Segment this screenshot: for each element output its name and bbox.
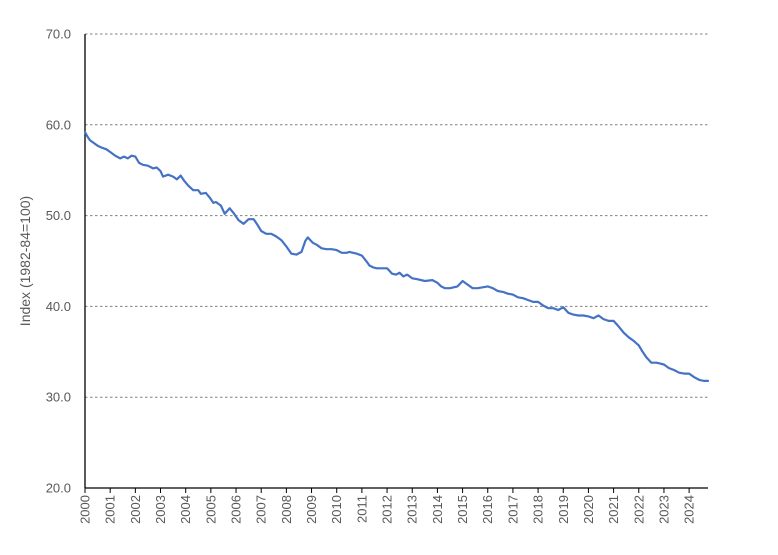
x-tick-label: 2007 [254, 495, 269, 524]
x-tick-label: 2019 [556, 495, 571, 524]
y-tick-label: 60.0 [46, 117, 71, 132]
x-tick-label: 2002 [128, 495, 143, 524]
x-tick-label: 2001 [103, 495, 118, 524]
gridlines [85, 33, 708, 398]
y-tick-label: 20.0 [46, 481, 71, 496]
x-tick-label: 2003 [153, 495, 168, 524]
x-tick-label: 2010 [329, 495, 344, 524]
y-tick-label: 50.0 [46, 208, 71, 223]
y-axis-ticks: 20.0 30.0 40.0 50.0 60.0 70.0 [46, 27, 71, 496]
y-tick-label: 70.0 [46, 27, 71, 42]
x-tick-label: 2017 [505, 495, 520, 524]
y-axis-title: Index (1982-84=100) [17, 196, 33, 326]
x-tick-label: 2022 [631, 495, 646, 524]
x-tick-label: 2006 [229, 495, 244, 524]
x-tick-label: 2012 [380, 495, 395, 524]
x-tick-label: 2023 [656, 495, 671, 524]
y-tick-label: 40.0 [46, 299, 71, 314]
y-tick-label: 30.0 [46, 390, 71, 405]
x-tick-label: 2005 [203, 495, 218, 524]
x-tick-label: 2020 [581, 495, 596, 524]
x-tick-label: 2018 [531, 495, 546, 524]
x-tick-label: 2004 [178, 495, 193, 524]
x-tick-label: 2013 [405, 495, 420, 524]
x-tick-label: 2009 [304, 495, 319, 524]
x-tick-label: 2015 [455, 495, 470, 524]
x-tick-label: 2016 [480, 495, 495, 524]
x-tick-label: 2008 [279, 495, 294, 524]
x-tick-label: 2000 [78, 495, 93, 524]
x-axis-ticks: 2000 2001 2002 2003 2004 2005 2006 2007 2008 2009… [78, 488, 697, 524]
x-tick-label: 2011 [354, 495, 369, 523]
x-tick-label: 2021 [606, 495, 621, 524]
series-line [83, 131, 710, 382]
x-tick-label: 2014 [430, 495, 445, 524]
x-tick-label: 2024 [682, 495, 697, 524]
